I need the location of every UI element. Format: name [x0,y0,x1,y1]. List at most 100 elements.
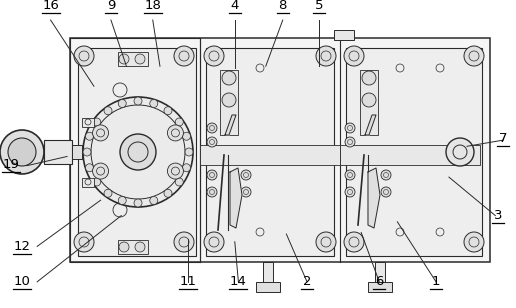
Circle shape [174,46,194,66]
Circle shape [150,99,158,107]
Text: 19: 19 [3,158,20,171]
Circle shape [344,46,364,66]
Circle shape [222,71,236,85]
Circle shape [150,197,158,205]
Circle shape [167,163,183,179]
Circle shape [175,178,183,186]
Bar [346,48,482,256]
Circle shape [381,187,391,197]
Circle shape [345,137,355,147]
Circle shape [362,93,376,107]
Text: 9: 9 [107,0,115,12]
Bar [118,52,148,66]
Circle shape [464,46,484,66]
Circle shape [86,132,93,140]
Circle shape [164,189,172,197]
Circle shape [174,232,194,252]
Circle shape [183,164,190,172]
Circle shape [119,54,129,64]
Bar [200,145,340,165]
Circle shape [207,187,217,197]
Bar [334,30,354,40]
Bar [118,240,148,254]
Circle shape [183,132,190,140]
Circle shape [92,163,108,179]
Circle shape [207,170,217,180]
Text: 18: 18 [144,0,161,12]
Bar [263,262,273,284]
Circle shape [345,123,355,133]
Circle shape [118,197,126,205]
Circle shape [86,164,93,172]
Bar [206,48,334,256]
Polygon shape [230,168,242,228]
Bar [360,70,378,135]
Text: 10: 10 [13,275,30,288]
Bar [72,145,82,159]
Circle shape [204,46,224,66]
Text: 11: 11 [180,275,197,288]
Bar [220,70,238,135]
Circle shape [93,178,101,186]
Circle shape [204,232,224,252]
Text: 2: 2 [303,275,311,288]
Circle shape [241,187,251,197]
Circle shape [104,107,112,115]
Bar [44,140,72,164]
Circle shape [120,134,156,170]
Bar [70,38,490,262]
Bar [256,282,280,292]
Circle shape [74,46,94,66]
Circle shape [207,137,217,147]
Circle shape [345,187,355,197]
Text: 5: 5 [315,0,323,12]
Bar [82,118,94,127]
Circle shape [345,170,355,180]
Circle shape [135,54,145,64]
Text: 12: 12 [13,240,30,253]
Circle shape [241,170,251,180]
Text: 8: 8 [279,0,287,12]
Text: 1: 1 [432,275,440,288]
Circle shape [134,97,142,105]
Circle shape [167,125,183,141]
Circle shape [316,46,336,66]
Circle shape [164,107,172,115]
Circle shape [118,99,126,107]
Circle shape [135,242,145,252]
Circle shape [446,138,474,166]
Circle shape [362,71,376,85]
Circle shape [316,232,336,252]
Text: 7: 7 [499,132,507,145]
Circle shape [8,138,36,166]
Bar [340,145,480,165]
Text: 4: 4 [231,0,239,12]
Circle shape [83,97,193,207]
Circle shape [74,232,94,252]
Text: 6: 6 [375,275,383,288]
Circle shape [134,199,142,207]
Circle shape [464,232,484,252]
Circle shape [185,148,193,156]
Circle shape [222,93,236,107]
Circle shape [83,148,91,156]
Bar [375,262,385,284]
Bar [70,38,200,262]
Polygon shape [225,115,236,135]
Text: 16: 16 [42,0,59,12]
Circle shape [207,123,217,133]
Polygon shape [365,115,376,135]
Circle shape [381,170,391,180]
Circle shape [0,130,44,174]
Bar [78,48,196,256]
Circle shape [93,118,101,126]
Text: 3: 3 [494,209,502,222]
Circle shape [104,189,112,197]
Bar [368,282,392,292]
Text: 14: 14 [230,275,247,288]
Bar [82,178,94,187]
Circle shape [344,232,364,252]
Circle shape [175,118,183,126]
Polygon shape [368,168,380,228]
Circle shape [119,242,129,252]
